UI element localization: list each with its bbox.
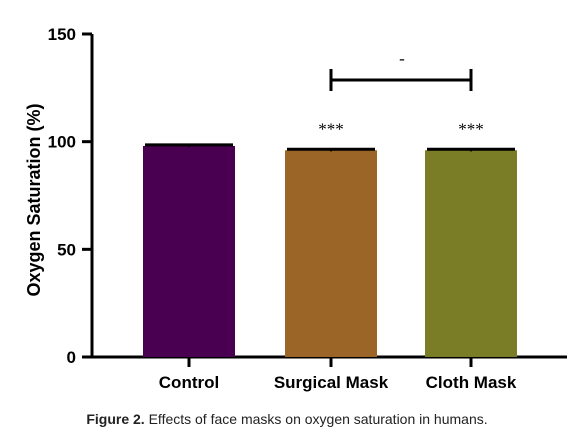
- caption-label: Figure 2.: [86, 411, 145, 427]
- significance-label-1: ***: [318, 119, 344, 138]
- y-tick-label-0: 0: [67, 348, 76, 367]
- bar-1: [285, 150, 377, 357]
- bar-2: [425, 150, 517, 357]
- significance-label-2: ***: [458, 119, 484, 138]
- axes: 0 50 100 150 Control Surgical Mask Cloth Mask: [48, 25, 567, 392]
- bar-0: [143, 145, 235, 357]
- x-tick-label-0: Control: [159, 373, 219, 392]
- x-tick-label-2: Cloth Mask: [426, 373, 517, 392]
- bars: [143, 143, 517, 357]
- y-tick-label-2: 100: [48, 133, 76, 152]
- y-tick-label-3: 150: [48, 25, 76, 44]
- x-tick-label-1: Surgical Mask: [274, 373, 389, 392]
- y-axis-label: Oxygen Saturation (%): [24, 103, 44, 296]
- figure-caption: Figure 2. Effects of face masks on oxyge…: [0, 411, 574, 427]
- annotations: *** *** -: [318, 49, 484, 138]
- caption-text: Effects of face masks on oxygen saturati…: [148, 411, 488, 427]
- y-tick-label-1: 50: [57, 240, 76, 259]
- comparison-label: -: [399, 49, 405, 68]
